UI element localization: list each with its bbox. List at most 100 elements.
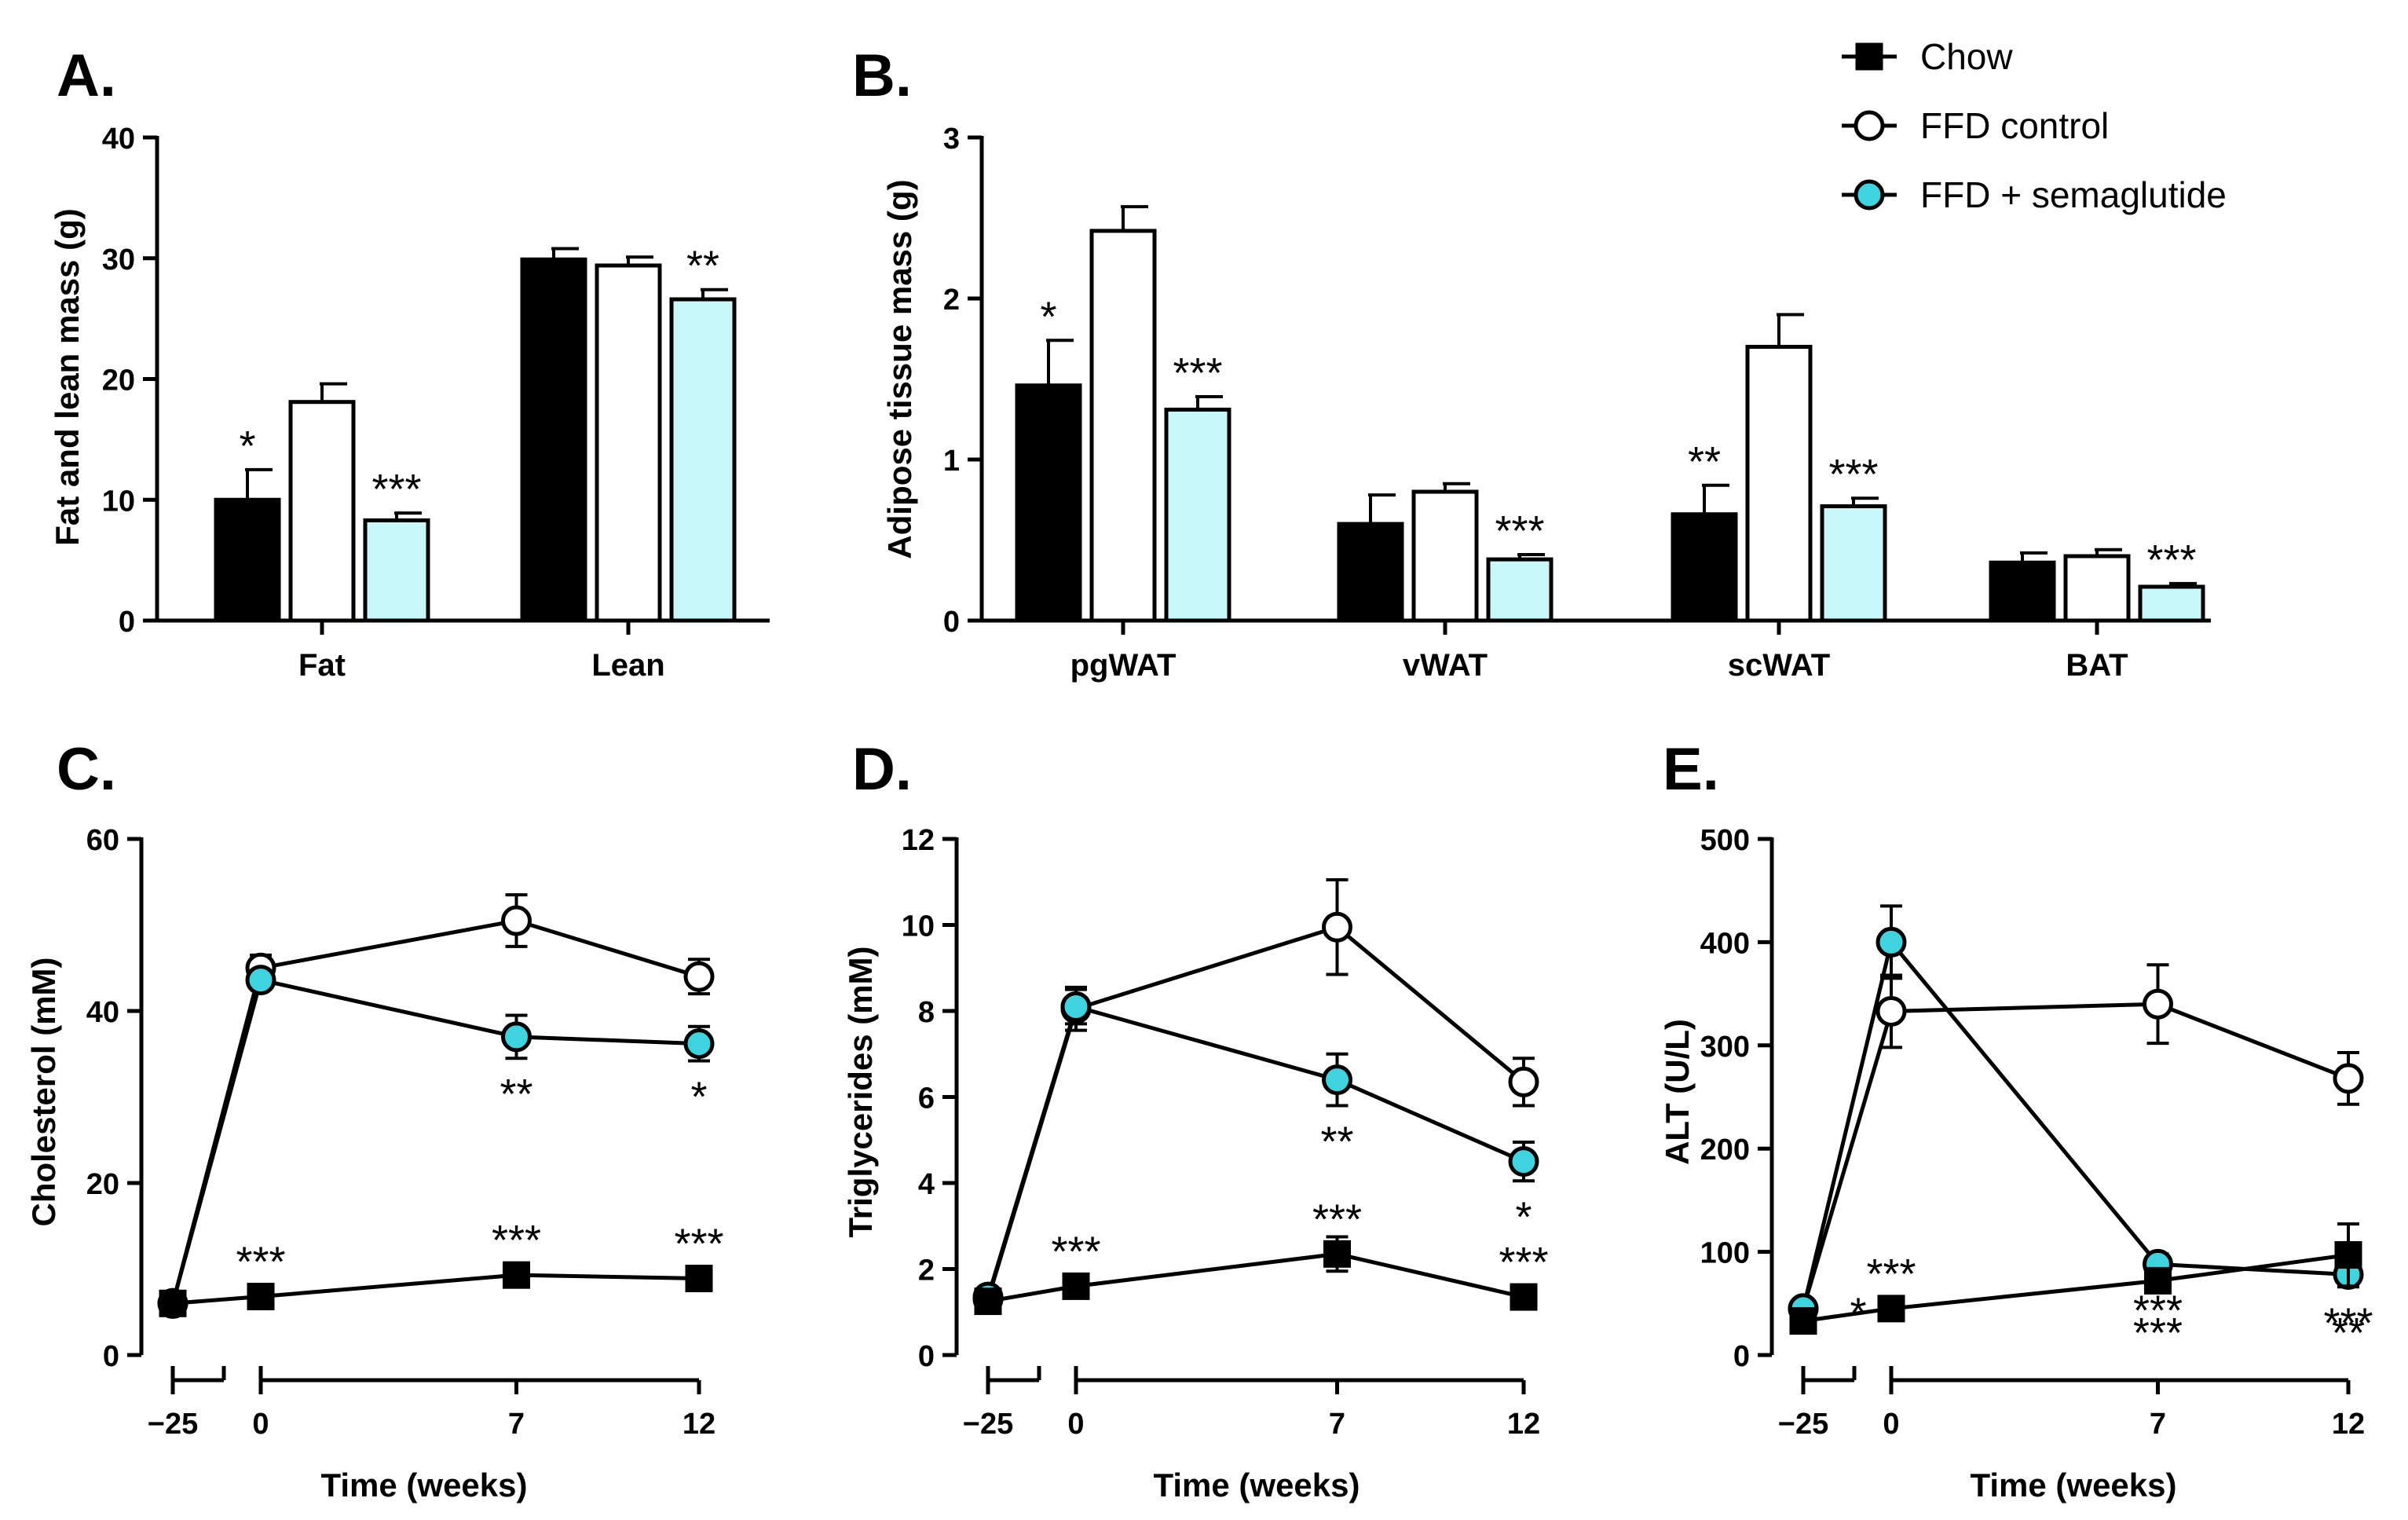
y-tick-label: 20 bbox=[102, 364, 135, 397]
data-point-square bbox=[974, 1287, 1002, 1316]
legend-marker-circle bbox=[1854, 110, 1885, 141]
panel-label: D. bbox=[852, 736, 912, 803]
y-tick-label: 500 bbox=[1700, 824, 1750, 857]
significance-label: * bbox=[1515, 1193, 1532, 1240]
panel-b: B.Adipose tissue mass (g)0123pgWAT****vW… bbox=[852, 42, 2211, 683]
significance-label: *** bbox=[492, 1217, 541, 1264]
y-tick-label: 200 bbox=[1700, 1134, 1750, 1167]
data-point-circle bbox=[683, 961, 715, 992]
data-point-circle bbox=[2333, 1063, 2364, 1094]
significance-label: *** bbox=[674, 1221, 723, 1268]
bar bbox=[1745, 345, 1813, 623]
significance-label: *** bbox=[1312, 1196, 1362, 1243]
y-tick-label: 0 bbox=[103, 1340, 119, 1373]
panel-a: A.Fat and lean mass (g)010203040Fat****L… bbox=[49, 42, 770, 683]
data-point-circle bbox=[1322, 1064, 1352, 1096]
y-tick-label: 40 bbox=[102, 123, 135, 156]
significance-label: *** bbox=[236, 1239, 285, 1286]
bar bbox=[214, 497, 281, 623]
panel-e: E. ALT (U/L) Time (weeks) 0 100 200 300 400 500 −… bbox=[1659, 736, 2373, 1504]
bar bbox=[520, 257, 587, 623]
significance-label: *** bbox=[1828, 451, 1878, 498]
significance-label: * bbox=[1850, 1290, 1866, 1337]
legend-label: FFD control bbox=[1920, 105, 2109, 146]
y-axis-label: Fat and lean mass (g) bbox=[49, 208, 86, 545]
panel-label: A. bbox=[57, 42, 116, 109]
significance-label-below: *** bbox=[2133, 1309, 2183, 1357]
bar bbox=[2063, 554, 2131, 623]
y-tick-label: 10 bbox=[902, 910, 935, 943]
significance-label: *** bbox=[2133, 1287, 2183, 1335]
x-tick-label: 0 bbox=[1067, 1408, 1084, 1441]
x-tick-label: BAT bbox=[2066, 648, 2128, 683]
legend-label: Chow bbox=[1920, 36, 2013, 77]
data-point-square bbox=[685, 1265, 713, 1293]
y-tick-label: 2 bbox=[918, 1254, 935, 1287]
x-tick-label: −25 bbox=[1778, 1408, 1828, 1441]
bar bbox=[1089, 229, 1157, 623]
data-point-circle bbox=[1322, 911, 1352, 943]
series-line bbox=[1802, 1253, 2349, 1324]
data-point-square bbox=[1323, 1240, 1351, 1268]
x-tick-label: 12 bbox=[683, 1408, 715, 1441]
data-point-circle bbox=[1876, 926, 1907, 958]
x-tick-label: Lean bbox=[591, 648, 664, 683]
x-tick-label: −25 bbox=[963, 1408, 1013, 1441]
series-line bbox=[172, 1273, 700, 1306]
bar bbox=[1411, 489, 1479, 623]
x-axis-label: Time (weeks) bbox=[1970, 1467, 2176, 1504]
significance-label: * bbox=[690, 1074, 707, 1121]
significance-label: ** bbox=[500, 1071, 532, 1118]
data-point-square bbox=[2334, 1241, 2362, 1269]
y-tick-label: 300 bbox=[1700, 1031, 1750, 1064]
bar bbox=[363, 518, 430, 623]
data-point-square bbox=[1510, 1283, 1538, 1311]
series-line bbox=[170, 977, 700, 1304]
data-point-circle bbox=[1876, 995, 1907, 1027]
significance-label: *** bbox=[371, 466, 421, 513]
x-axis-label: Time (weeks) bbox=[320, 1467, 527, 1504]
y-tick-label: 0 bbox=[119, 606, 135, 639]
y-tick-label: 100 bbox=[1700, 1237, 1750, 1270]
bar bbox=[1015, 383, 1082, 623]
y-tick-label: 60 bbox=[86, 824, 119, 857]
data-point-square bbox=[1789, 1307, 1817, 1335]
panel-c: C. Cholesterol (mM) Time (weeks) 0 20 40 60 −25… bbox=[25, 736, 724, 1504]
data-point-square bbox=[159, 1289, 187, 1317]
y-tick-label: 6 bbox=[918, 1082, 935, 1115]
x-tick-label: 7 bbox=[508, 1408, 525, 1441]
x-tick-label: 0 bbox=[1883, 1408, 1899, 1441]
significance-label-below: ** bbox=[2332, 1309, 2365, 1357]
y-tick-label: 0 bbox=[918, 1340, 935, 1373]
data-point-circle bbox=[683, 1028, 715, 1060]
significance-label: *** bbox=[2323, 1299, 2373, 1346]
y-tick-label: 30 bbox=[102, 244, 135, 277]
x-tick-label: pgWAT bbox=[1070, 648, 1177, 683]
significance-label: *** bbox=[1499, 1239, 1548, 1286]
x-tick-label: scWAT bbox=[1728, 648, 1830, 683]
x-tick-label: 7 bbox=[2150, 1408, 2166, 1441]
significance-label: * bbox=[239, 423, 255, 470]
y-tick-label: 400 bbox=[1700, 927, 1750, 960]
x-tick-label: 0 bbox=[252, 1408, 269, 1441]
series-line bbox=[987, 1251, 1524, 1304]
panel-d: D. Triglycerides (mM) Time (weeks) 0 2 4 6 8 10 1… bbox=[842, 736, 1549, 1504]
panel-label: E. bbox=[1663, 736, 1719, 803]
panel-label: B. bbox=[852, 42, 912, 109]
y-tick-label: 0 bbox=[943, 606, 960, 639]
bar bbox=[595, 263, 662, 623]
data-point-circle bbox=[501, 905, 532, 936]
significance-label: ** bbox=[1320, 1118, 1353, 1165]
bar bbox=[1486, 557, 1553, 623]
legend-marker-square bbox=[1855, 42, 1883, 71]
data-point-circle bbox=[1508, 1066, 1539, 1097]
data-point-square bbox=[1877, 1295, 1905, 1323]
y-tick-label: 8 bbox=[918, 996, 935, 1029]
y-axis-label: ALT (U/L) bbox=[1659, 1019, 1696, 1165]
y-tick-label: 20 bbox=[86, 1168, 119, 1201]
data-point-circle bbox=[501, 1021, 532, 1053]
significance-label: *** bbox=[1051, 1228, 1100, 1275]
data-point-circle bbox=[2143, 988, 2173, 1020]
significance-label: *** bbox=[1173, 350, 1222, 397]
bar bbox=[1671, 512, 1738, 623]
